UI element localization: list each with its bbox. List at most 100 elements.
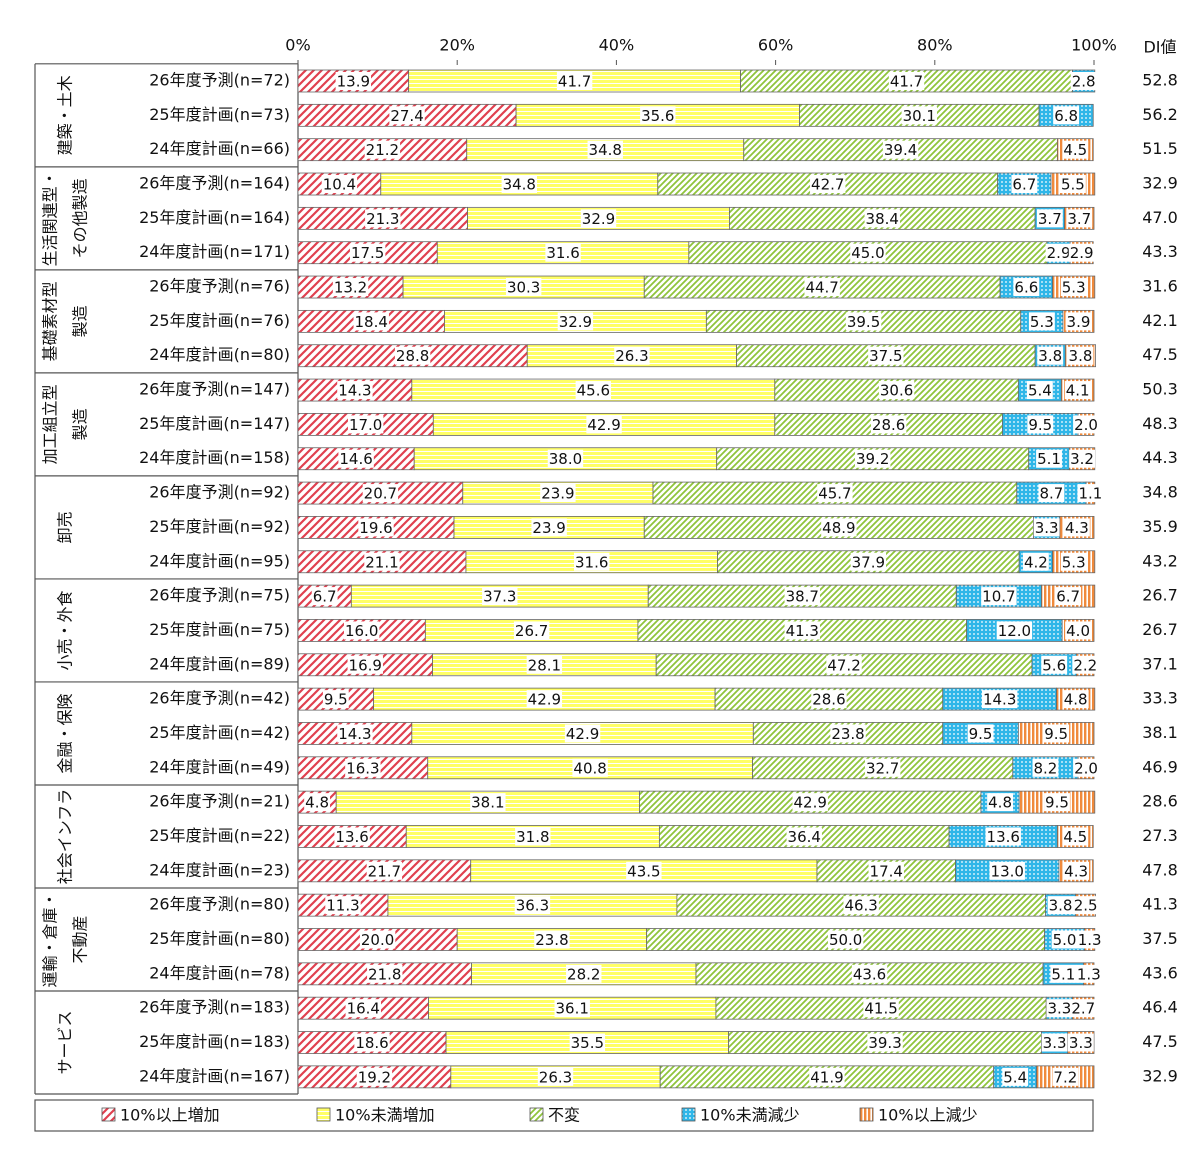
data-label: 16.4 xyxy=(347,1000,380,1018)
data-label: 12.0 xyxy=(998,622,1031,640)
data-label: 2.0 xyxy=(1074,416,1098,434)
data-label: 21.8 xyxy=(368,965,401,983)
label-bg xyxy=(809,1067,845,1086)
data-label: 19.2 xyxy=(358,1068,391,1086)
legend-swatch xyxy=(101,1107,116,1122)
di-header: DI値 xyxy=(1143,38,1176,57)
category-label: 25年度計画(n=22) xyxy=(149,826,290,845)
data-label: 41.7 xyxy=(890,73,923,91)
di-value: 48.3 xyxy=(1142,414,1178,433)
label-bg xyxy=(325,896,361,915)
category-label: 25年度計画(n=183) xyxy=(139,1032,290,1051)
category-label: 25年度計画(n=42) xyxy=(149,723,290,742)
label-bg xyxy=(1059,175,1086,194)
category-label: 25年度計画(n=76) xyxy=(149,311,290,330)
data-label: 32.9 xyxy=(582,210,615,228)
label-bg xyxy=(482,587,518,606)
data-label: 5.3 xyxy=(1030,313,1054,331)
legend-swatch xyxy=(316,1107,331,1122)
label-bg xyxy=(304,793,331,812)
data-label: 2.5 xyxy=(1074,897,1098,915)
data-label: 30.3 xyxy=(507,279,540,297)
data-label: 3.8 xyxy=(1038,347,1062,365)
label-bg xyxy=(864,758,901,777)
group-label: 運輸・倉庫・ xyxy=(41,891,60,987)
group-label: 金融・保険 xyxy=(56,693,75,773)
label-bg xyxy=(867,1033,903,1052)
category-label: 24年度計画(n=49) xyxy=(149,757,290,776)
group-label: 卸売 xyxy=(56,511,75,543)
data-label: 4.3 xyxy=(1064,862,1088,880)
data-label: 3.3 xyxy=(1043,1034,1067,1052)
data-label: 5.4 xyxy=(1028,382,1052,400)
di-value: 37.1 xyxy=(1142,654,1178,673)
label-bg xyxy=(981,587,1017,606)
legend-label: 10%未満減少 xyxy=(700,1106,800,1125)
data-label: 4.5 xyxy=(1063,141,1087,159)
data-label: 16.9 xyxy=(349,656,382,674)
data-label: 45.7 xyxy=(818,485,851,503)
group-label: 加工組立型 xyxy=(41,384,60,464)
label-bg xyxy=(366,861,403,880)
label-bg xyxy=(810,175,846,194)
data-label: 13.0 xyxy=(991,862,1024,880)
di-value: 46.4 xyxy=(1142,998,1178,1017)
label-bg xyxy=(821,518,857,537)
data-label: 3.3 xyxy=(1047,1000,1071,1018)
data-label: 50.0 xyxy=(829,931,862,949)
group-label: 基礎素材型 xyxy=(41,281,60,361)
data-label: 35.5 xyxy=(571,1034,604,1052)
di-value: 26.7 xyxy=(1142,586,1178,605)
label-bg xyxy=(335,72,372,90)
label-bg xyxy=(811,690,847,709)
label-bg xyxy=(349,243,386,262)
data-label: 5.1 xyxy=(1051,965,1075,983)
label-bg xyxy=(967,724,994,743)
di-value: 35.9 xyxy=(1142,517,1178,536)
label-bg xyxy=(337,381,373,400)
label-bg xyxy=(534,930,570,949)
legend-swatch xyxy=(859,1107,874,1122)
data-label: 5.4 xyxy=(1003,1068,1027,1086)
di-value: 42.1 xyxy=(1142,311,1178,330)
group-label: 製造 xyxy=(71,408,90,440)
category-label: 24年度計画(n=66) xyxy=(149,139,290,158)
group-label: 製造 xyxy=(71,305,90,337)
label-bg xyxy=(537,1067,574,1086)
label-bg xyxy=(1063,861,1090,880)
data-label: 20.7 xyxy=(364,485,397,503)
label-bg xyxy=(985,827,1021,846)
data-label: 3.2 xyxy=(1070,450,1094,468)
label-bg xyxy=(784,587,820,606)
data-label: 28.6 xyxy=(812,691,845,709)
label-bg xyxy=(358,518,394,537)
data-label: 3.7 xyxy=(1038,210,1062,228)
label-bg xyxy=(1011,175,1038,194)
label-bg xyxy=(501,175,537,194)
data-label: 3.8 xyxy=(1049,897,1073,915)
label-bg xyxy=(322,690,349,709)
data-label: 6.7 xyxy=(1056,588,1080,606)
data-label: 42.9 xyxy=(587,416,620,434)
label-bg xyxy=(334,827,370,846)
label-bg xyxy=(1067,1033,1094,1052)
label-bg xyxy=(545,243,581,262)
data-label: 5.6 xyxy=(1042,656,1066,674)
data-label: 17.5 xyxy=(351,244,384,262)
label-bg xyxy=(1062,827,1089,846)
data-label: 21.7 xyxy=(368,862,401,880)
data-label: 6.7 xyxy=(313,588,337,606)
label-bg xyxy=(1013,278,1040,297)
data-label: 28.6 xyxy=(872,416,905,434)
category-label: 25年度計画(n=92) xyxy=(149,517,290,536)
category-label: 26年度予測(n=147) xyxy=(139,380,290,399)
x-tick-label: 0% xyxy=(285,36,310,55)
label-bg xyxy=(1070,999,1097,1018)
group-label: その他製造 xyxy=(71,178,90,258)
data-label: 37.3 xyxy=(483,588,516,606)
label-bg xyxy=(830,724,866,743)
label-bg xyxy=(1036,449,1062,468)
label-bg xyxy=(574,552,610,571)
label-bg xyxy=(470,793,506,812)
data-label: 5.1 xyxy=(1037,450,1061,468)
